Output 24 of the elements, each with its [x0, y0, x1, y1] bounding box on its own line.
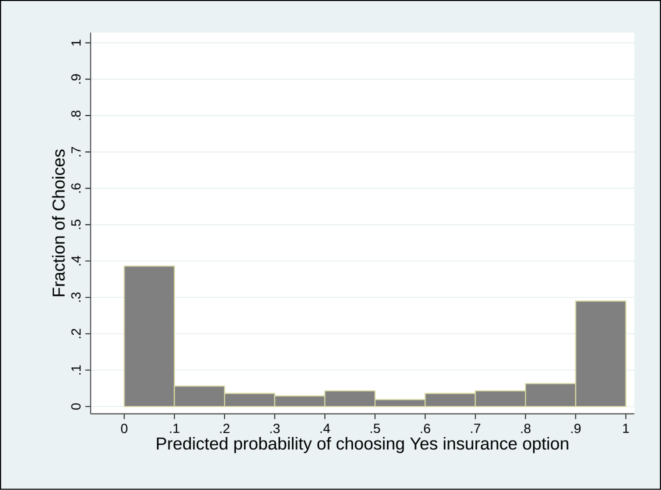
y-tick-label: 0	[71, 403, 81, 410]
y-tick-label: .7	[71, 147, 81, 156]
x-tick-label: .2	[220, 424, 230, 434]
x-tick-label: .8	[521, 424, 530, 434]
x-tick-label: 0	[121, 424, 128, 434]
y-tick-label: .3	[71, 292, 81, 302]
y-tick-label: .6	[71, 183, 81, 193]
y-tick-label: .8	[71, 110, 81, 120]
y-axis-title: Fraction of Choices	[52, 150, 65, 296]
x-axis-title: Predicted probability of choosing Yes insurance option	[156, 437, 568, 454]
x-tick-label: .5	[370, 424, 380, 434]
y-tick-label: .5	[71, 220, 81, 230]
x-tick-label: .9	[571, 424, 581, 434]
y-tick-label: .2	[71, 329, 81, 338]
y-tick-label: 1	[71, 40, 81, 46]
x-tick-label: .1	[170, 424, 180, 434]
y-tick-label: .1	[71, 365, 81, 375]
y-tick-label: .4	[71, 256, 81, 266]
x-tick-label: .3	[270, 424, 280, 434]
x-tick-label: .6	[420, 424, 430, 434]
x-tick-label: .7	[471, 424, 480, 434]
x-tick-label: .4	[320, 424, 330, 434]
x-tick-label: 1	[623, 424, 629, 434]
y-tick-label: .9	[71, 74, 81, 84]
